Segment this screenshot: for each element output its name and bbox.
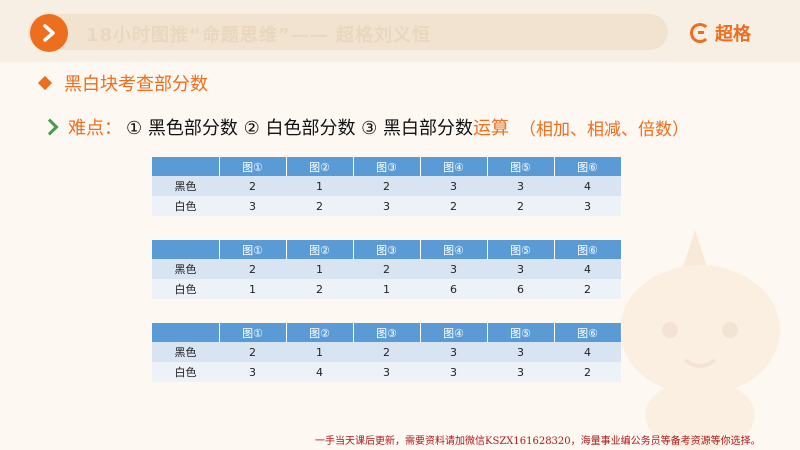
count-table-2: 图① 图② 图③ 图④ 图⑤ 图⑥ 黑色 2 1 2 3 3 4 白色 1 2 … bbox=[152, 240, 622, 299]
header-cell: 图⑥ bbox=[554, 157, 622, 176]
count-table-3: 图① 图② 图③ 图④ 图⑤ 图⑥ 黑色 2 1 2 3 3 4 白色 3 4 … bbox=[152, 323, 622, 382]
table-cell: 3 bbox=[487, 362, 554, 382]
table-cell: 3 bbox=[420, 362, 487, 382]
header: 18小时图推“命题思维”—— 超格刘义恒 超格 bbox=[0, 0, 800, 62]
row-label: 白色 bbox=[152, 362, 219, 382]
row-label: 黑色 bbox=[152, 176, 219, 196]
difficulty-label: 难点： bbox=[68, 118, 122, 139]
table-cell: 2 bbox=[353, 342, 420, 362]
table-cell: 6 bbox=[420, 279, 487, 299]
table-cell: 2 bbox=[219, 259, 286, 279]
table-row: 黑色 2 1 2 3 3 4 bbox=[152, 176, 621, 196]
play-icon bbox=[30, 14, 68, 52]
header-cell: 图② bbox=[286, 323, 354, 342]
header-cell: 图③ bbox=[353, 240, 421, 259]
header-cell: 图④ bbox=[420, 157, 488, 176]
header-cell bbox=[152, 323, 220, 342]
table-cell: 3 bbox=[487, 342, 554, 362]
table-cell: 3 bbox=[353, 196, 420, 216]
table-row: 黑色 2 1 2 3 3 4 bbox=[152, 259, 621, 279]
section-title: 黑白块考查部分数 bbox=[37, 70, 208, 96]
difficulty-line: 难点： ① 黑色部分数 ② 白色部分数 ③ 黑白部分数 运算 （相加、相减、倍数… bbox=[41, 114, 690, 140]
table-cell: 4 bbox=[554, 259, 621, 279]
table-cell: 3 bbox=[420, 259, 487, 279]
table-row: 白色 3 4 3 3 3 2 bbox=[152, 362, 621, 382]
table-cell: 3 bbox=[420, 342, 487, 362]
table-cell: 2 bbox=[286, 279, 353, 299]
table-cell: 2 bbox=[420, 196, 487, 216]
table-cell: 2 bbox=[219, 342, 286, 362]
table-cell: 1 bbox=[353, 279, 420, 299]
table-cell: 1 bbox=[219, 279, 286, 299]
brand-logo-icon bbox=[690, 23, 710, 43]
table-cell: 3 bbox=[420, 176, 487, 196]
table-row: 白色 1 2 1 6 6 2 bbox=[152, 279, 621, 299]
count-table-1: 图① 图② 图③ 图④ 图⑤ 图⑥ 黑色 2 1 2 3 3 4 白色 3 2 … bbox=[152, 157, 622, 216]
header-cell: 图⑤ bbox=[487, 323, 555, 342]
row-label: 白色 bbox=[152, 196, 219, 216]
table-cell: 4 bbox=[554, 342, 621, 362]
difficulty-operations: （相加、相减、倍数） bbox=[519, 119, 690, 140]
row-label: 白色 bbox=[152, 279, 219, 299]
table-header-row: 图① 图② 图③ 图④ 图⑤ 图⑥ bbox=[152, 323, 622, 342]
table-cell: 6 bbox=[487, 279, 554, 299]
table-cell: 2 bbox=[554, 362, 621, 382]
header-bar bbox=[28, 14, 668, 50]
header-cell: 图② bbox=[286, 157, 354, 176]
header-cell: 图⑤ bbox=[487, 240, 555, 259]
header-cell: 图④ bbox=[420, 240, 488, 259]
mascot-watermark-icon bbox=[620, 230, 780, 450]
table-cell: 2 bbox=[219, 176, 286, 196]
header-cell: 图④ bbox=[420, 323, 488, 342]
table-cell: 2 bbox=[286, 196, 353, 216]
table-cell: 3 bbox=[487, 259, 554, 279]
header-cell: 图⑤ bbox=[487, 157, 555, 176]
table-cell: 3 bbox=[219, 196, 286, 216]
table-cell: 3 bbox=[219, 362, 286, 382]
table-cell: 4 bbox=[554, 176, 621, 196]
header-cell: 图① bbox=[219, 240, 287, 259]
table-cell: 4 bbox=[286, 362, 353, 382]
diamond-bullet-icon bbox=[37, 75, 53, 91]
table-cell: 1 bbox=[286, 176, 353, 196]
header-cell: 图① bbox=[219, 323, 287, 342]
table-header-row: 图① 图② 图③ 图④ 图⑤ 图⑥ bbox=[152, 157, 622, 176]
table-cell: 2 bbox=[353, 176, 420, 196]
header-title: 18小时图推“命题思维”—— 超格刘义恒 bbox=[86, 25, 431, 46]
header-cell: 图③ bbox=[353, 157, 421, 176]
header-cell: 图③ bbox=[353, 323, 421, 342]
table-cell: 2 bbox=[487, 196, 554, 216]
footer-note: 一手当天课后更新，需要资料请加微信KSZX161628320，海量事业编公务员等… bbox=[315, 436, 761, 447]
table-cell: 1 bbox=[286, 259, 353, 279]
header-cell: 图⑥ bbox=[554, 240, 622, 259]
header-cell: 图① bbox=[219, 157, 287, 176]
table-cell: 1 bbox=[286, 342, 353, 362]
row-label: 黑色 bbox=[152, 259, 219, 279]
difficulty-suffix: 运算 bbox=[473, 118, 510, 139]
header-cell: 图② bbox=[286, 240, 354, 259]
header-cell bbox=[152, 240, 220, 259]
difficulty-items: ① 黑色部分数 ② 白色部分数 ③ 黑白部分数 bbox=[126, 118, 474, 139]
table-header-row: 图① 图② 图③ 图④ 图⑤ 图⑥ bbox=[152, 240, 622, 259]
header-cell bbox=[152, 157, 220, 176]
table-cell: 2 bbox=[554, 279, 621, 299]
table-cell: 3 bbox=[353, 362, 420, 382]
table-cell: 2 bbox=[353, 259, 420, 279]
table-row: 黑色 2 1 2 3 3 4 bbox=[152, 342, 621, 362]
section-title-text: 黑白块考查部分数 bbox=[64, 74, 208, 95]
table-row: 白色 3 2 3 2 2 3 bbox=[152, 196, 621, 216]
header-cell: 图⑥ bbox=[554, 323, 622, 342]
brand: 超格 bbox=[690, 20, 751, 46]
brand-name: 超格 bbox=[715, 24, 751, 45]
table-cell: 3 bbox=[487, 176, 554, 196]
table-cell: 3 bbox=[554, 196, 621, 216]
arrow-bullet-icon bbox=[41, 118, 59, 136]
row-label: 黑色 bbox=[152, 342, 219, 362]
